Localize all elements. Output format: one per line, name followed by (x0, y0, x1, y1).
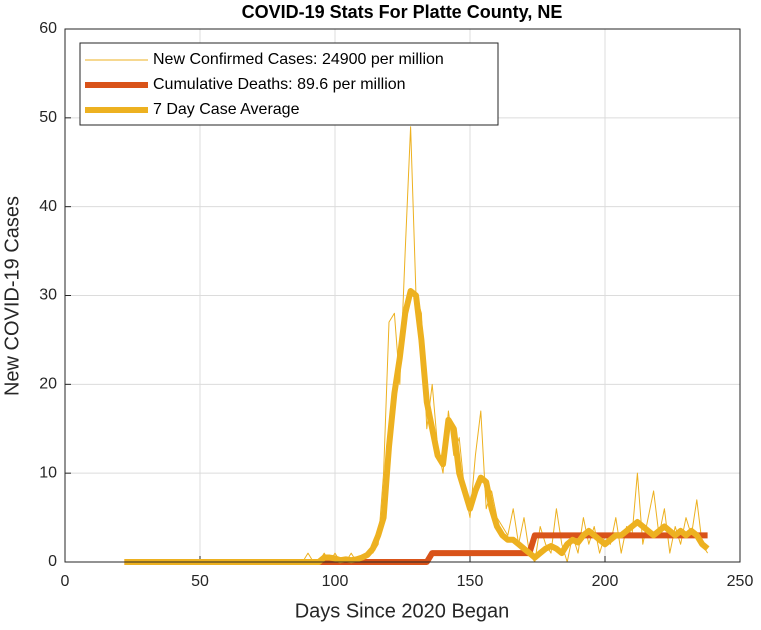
legend-label: New Confirmed Cases: 24900 per million (153, 51, 444, 68)
x-axis-label: Days Since 2020 Began (295, 600, 510, 622)
y-tick-label: 0 (48, 553, 57, 570)
x-tick-label: 100 (322, 573, 349, 590)
y-tick-label: 10 (39, 464, 57, 481)
y-tick-label: 30 (39, 287, 57, 304)
y-tick-label: 50 (39, 109, 57, 126)
legend-box (79, 42, 499, 126)
plot-frame (64, 28, 741, 563)
legend-label: Cumulative Deaths: 89.6 per million (153, 76, 406, 93)
y-axis-label: New COVID-19 Cases (1, 196, 23, 396)
x-tick-label: 150 (457, 573, 484, 590)
x-tick-label: 250 (727, 573, 754, 590)
x-tick-label: 200 (592, 573, 619, 590)
legend-label: 7 Day Case Average (153, 101, 300, 118)
legend: New Confirmed Cases: 24900 per million Cu… (79, 42, 499, 126)
y-tick-label: 20 (39, 376, 57, 393)
x-tick-label: 0 (61, 573, 70, 590)
chart-title: COVID-19 Stats For Platte County, NE (242, 2, 563, 22)
y-tick-label: 60 (39, 20, 57, 37)
y-tick-label: 40 (39, 198, 57, 215)
x-tick-label: 50 (191, 573, 209, 590)
